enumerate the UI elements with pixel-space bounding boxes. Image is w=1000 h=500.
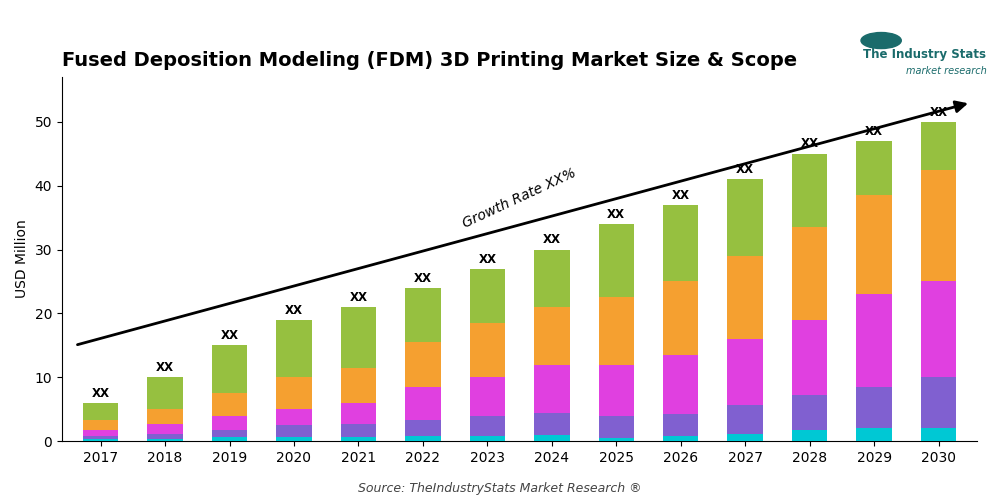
Bar [792,430,827,442]
Bar [663,282,698,355]
Text: XX: XX [801,138,819,150]
Bar [212,394,247,415]
Text: XX: XX [478,252,496,266]
Bar [727,179,763,256]
Bar [599,224,634,298]
Bar [599,438,634,442]
Bar [534,412,570,435]
Bar [405,420,441,436]
Bar [212,430,247,438]
Bar [341,368,376,403]
Bar [856,294,892,387]
Bar [212,438,247,442]
Bar [727,405,763,434]
Bar [147,410,183,424]
Bar [792,227,827,320]
Text: XX: XX [736,163,754,176]
Text: Source: TheIndustryStats Market Research ®: Source: TheIndustryStats Market Research… [358,482,642,495]
Bar [341,307,376,368]
Bar [405,342,441,387]
Bar [405,288,441,342]
Bar [727,434,763,442]
Bar [470,436,505,442]
Bar [341,437,376,442]
Text: Fused Deposition Modeling (FDM) 3D Printing Market Size & Scope: Fused Deposition Modeling (FDM) 3D Print… [62,51,797,70]
Bar [921,378,956,428]
Bar [663,436,698,442]
Bar [534,250,570,307]
Bar [470,323,505,378]
Text: XX: XX [930,106,948,118]
Bar [663,355,698,414]
Bar [599,364,634,416]
Bar [856,428,892,442]
Bar [921,122,956,170]
Bar [921,282,956,378]
Bar [405,387,441,420]
Text: market research: market research [906,66,986,76]
Bar [534,307,570,364]
Bar [599,298,634,364]
Bar [276,378,312,410]
Bar [663,205,698,282]
Text: Growth Rate XX%: Growth Rate XX% [461,166,579,230]
Bar [856,141,892,195]
Bar [792,320,827,394]
Bar [276,437,312,442]
Bar [599,416,634,438]
Bar [276,320,312,378]
Bar [856,387,892,428]
Text: XX: XX [285,304,303,316]
Bar [212,346,247,394]
Text: XX: XX [221,329,239,342]
Bar [856,195,892,294]
Circle shape [861,32,901,48]
Text: XX: XX [543,234,561,246]
Bar [663,414,698,436]
Bar [470,416,505,436]
Text: The Industry Stats: The Industry Stats [863,48,986,61]
Bar [83,436,118,440]
Bar [792,394,827,430]
Bar [341,424,376,437]
Text: XX: XX [607,208,625,221]
Bar [83,403,118,420]
Bar [212,416,247,430]
Bar [921,428,956,442]
Bar [276,426,312,437]
Bar [534,435,570,442]
Bar [727,339,763,405]
Text: XX: XX [92,386,110,400]
Text: XX: XX [865,124,883,138]
Bar [83,420,118,430]
Y-axis label: USD Million: USD Million [15,220,29,298]
Text: XX: XX [156,361,174,374]
Bar [792,154,827,227]
Text: XX: XX [414,272,432,284]
Bar [470,378,505,416]
Bar [147,438,183,442]
Bar [534,364,570,412]
Bar [921,170,956,281]
Bar [405,436,441,442]
Text: XX: XX [349,291,367,304]
Bar [147,434,183,438]
Bar [470,268,505,323]
Bar [341,403,376,424]
Bar [727,256,763,339]
Text: XX: XX [672,188,690,202]
Bar [83,430,118,436]
Bar [276,410,312,426]
Bar [147,378,183,410]
Bar [147,424,183,434]
Bar [83,440,118,442]
